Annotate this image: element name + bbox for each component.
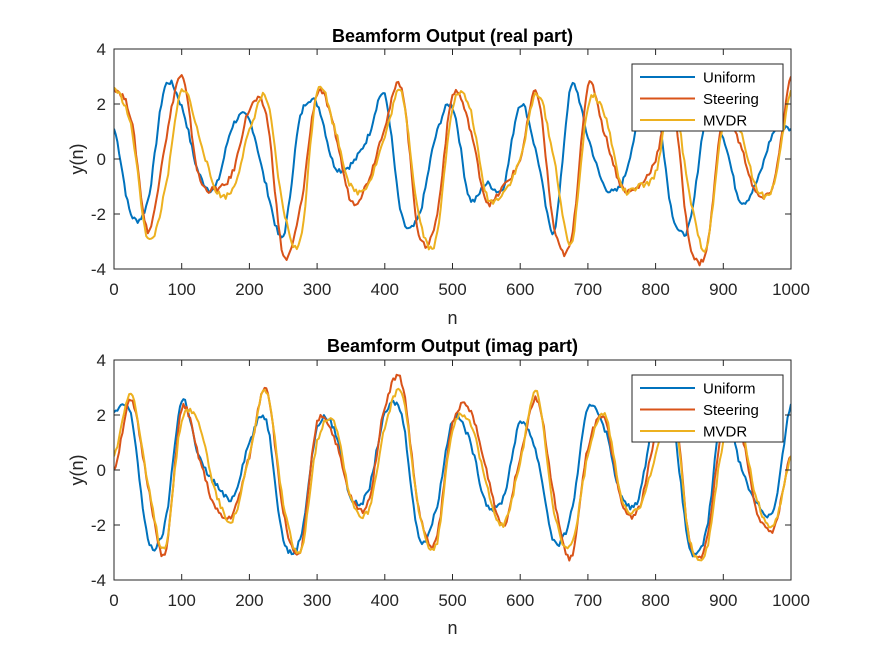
x-tick-label: 600 xyxy=(506,591,534,610)
y-tick-label: 4 xyxy=(97,351,106,370)
x-tick-label: 400 xyxy=(371,280,399,299)
x-tick-label: 100 xyxy=(168,280,196,299)
legend-label-mvdr: MVDR xyxy=(703,424,747,441)
x-tick-label: 200 xyxy=(235,280,263,299)
x-tick-label: 400 xyxy=(371,591,399,610)
x-tick-label: 600 xyxy=(506,280,534,299)
x-tick-label: 900 xyxy=(709,280,737,299)
legend-label-uniform: Uniform xyxy=(703,70,756,87)
x-tick-label: 800 xyxy=(641,591,669,610)
x-tick-label: 800 xyxy=(641,280,669,299)
subplot-imag-part: 0 100 200 300 400 500 600 700 800 900 1000 -4 -2 0 2 4 B… xyxy=(67,336,810,638)
x-tick-label: 700 xyxy=(574,280,602,299)
x-tick-label: 500 xyxy=(438,280,466,299)
x-tick-label: 0 xyxy=(109,280,118,299)
x-tick-label: 100 xyxy=(168,591,196,610)
chart-title: Beamform Output (imag part) xyxy=(327,336,578,356)
x-axis-label: n xyxy=(447,308,457,328)
x-tick-label: 300 xyxy=(303,591,331,610)
legend-label-steering: Steering xyxy=(703,91,759,108)
y-tick-label: -2 xyxy=(91,516,106,535)
y-axis-label: y(n) xyxy=(67,455,87,486)
y-tick-label: 0 xyxy=(97,461,106,480)
legend-label-steering: Steering xyxy=(703,402,759,419)
y-tick-label: -4 xyxy=(91,260,106,279)
legend: Uniform Steering MVDR xyxy=(631,374,784,443)
x-tick-label: 500 xyxy=(438,591,466,610)
y-tick-label: -2 xyxy=(91,205,106,224)
x-tick-label: 200 xyxy=(235,591,263,610)
x-tick-label: 700 xyxy=(574,591,602,610)
x-tick-label: 300 xyxy=(303,280,331,299)
y-tick-label: 2 xyxy=(97,406,106,425)
x-tick-label: 900 xyxy=(709,591,737,610)
legend-label-uniform: Uniform xyxy=(703,381,756,398)
legend-label-mvdr: MVDR xyxy=(703,113,747,130)
y-axis-label: y(n) xyxy=(67,144,87,175)
x-tick-label: 1000 xyxy=(772,591,810,610)
legend: Uniform Steering MVDR xyxy=(631,63,784,132)
x-tick-label: 1000 xyxy=(772,280,810,299)
series-line-steering xyxy=(114,74,791,267)
x-axis-label: n xyxy=(447,618,457,638)
y-tick-label: 2 xyxy=(97,95,106,114)
chart-title: Beamform Output (real part) xyxy=(332,26,573,46)
subplot-real-part: 0 100 200 300 400 500 600 700 800 900 1000 -4 -2 0 2 4 B… xyxy=(67,26,810,328)
y-tick-label: -4 xyxy=(91,571,106,590)
y-tick-label: 0 xyxy=(97,150,106,169)
y-tick-label: 4 xyxy=(97,40,106,59)
x-tick-label: 0 xyxy=(109,591,118,610)
